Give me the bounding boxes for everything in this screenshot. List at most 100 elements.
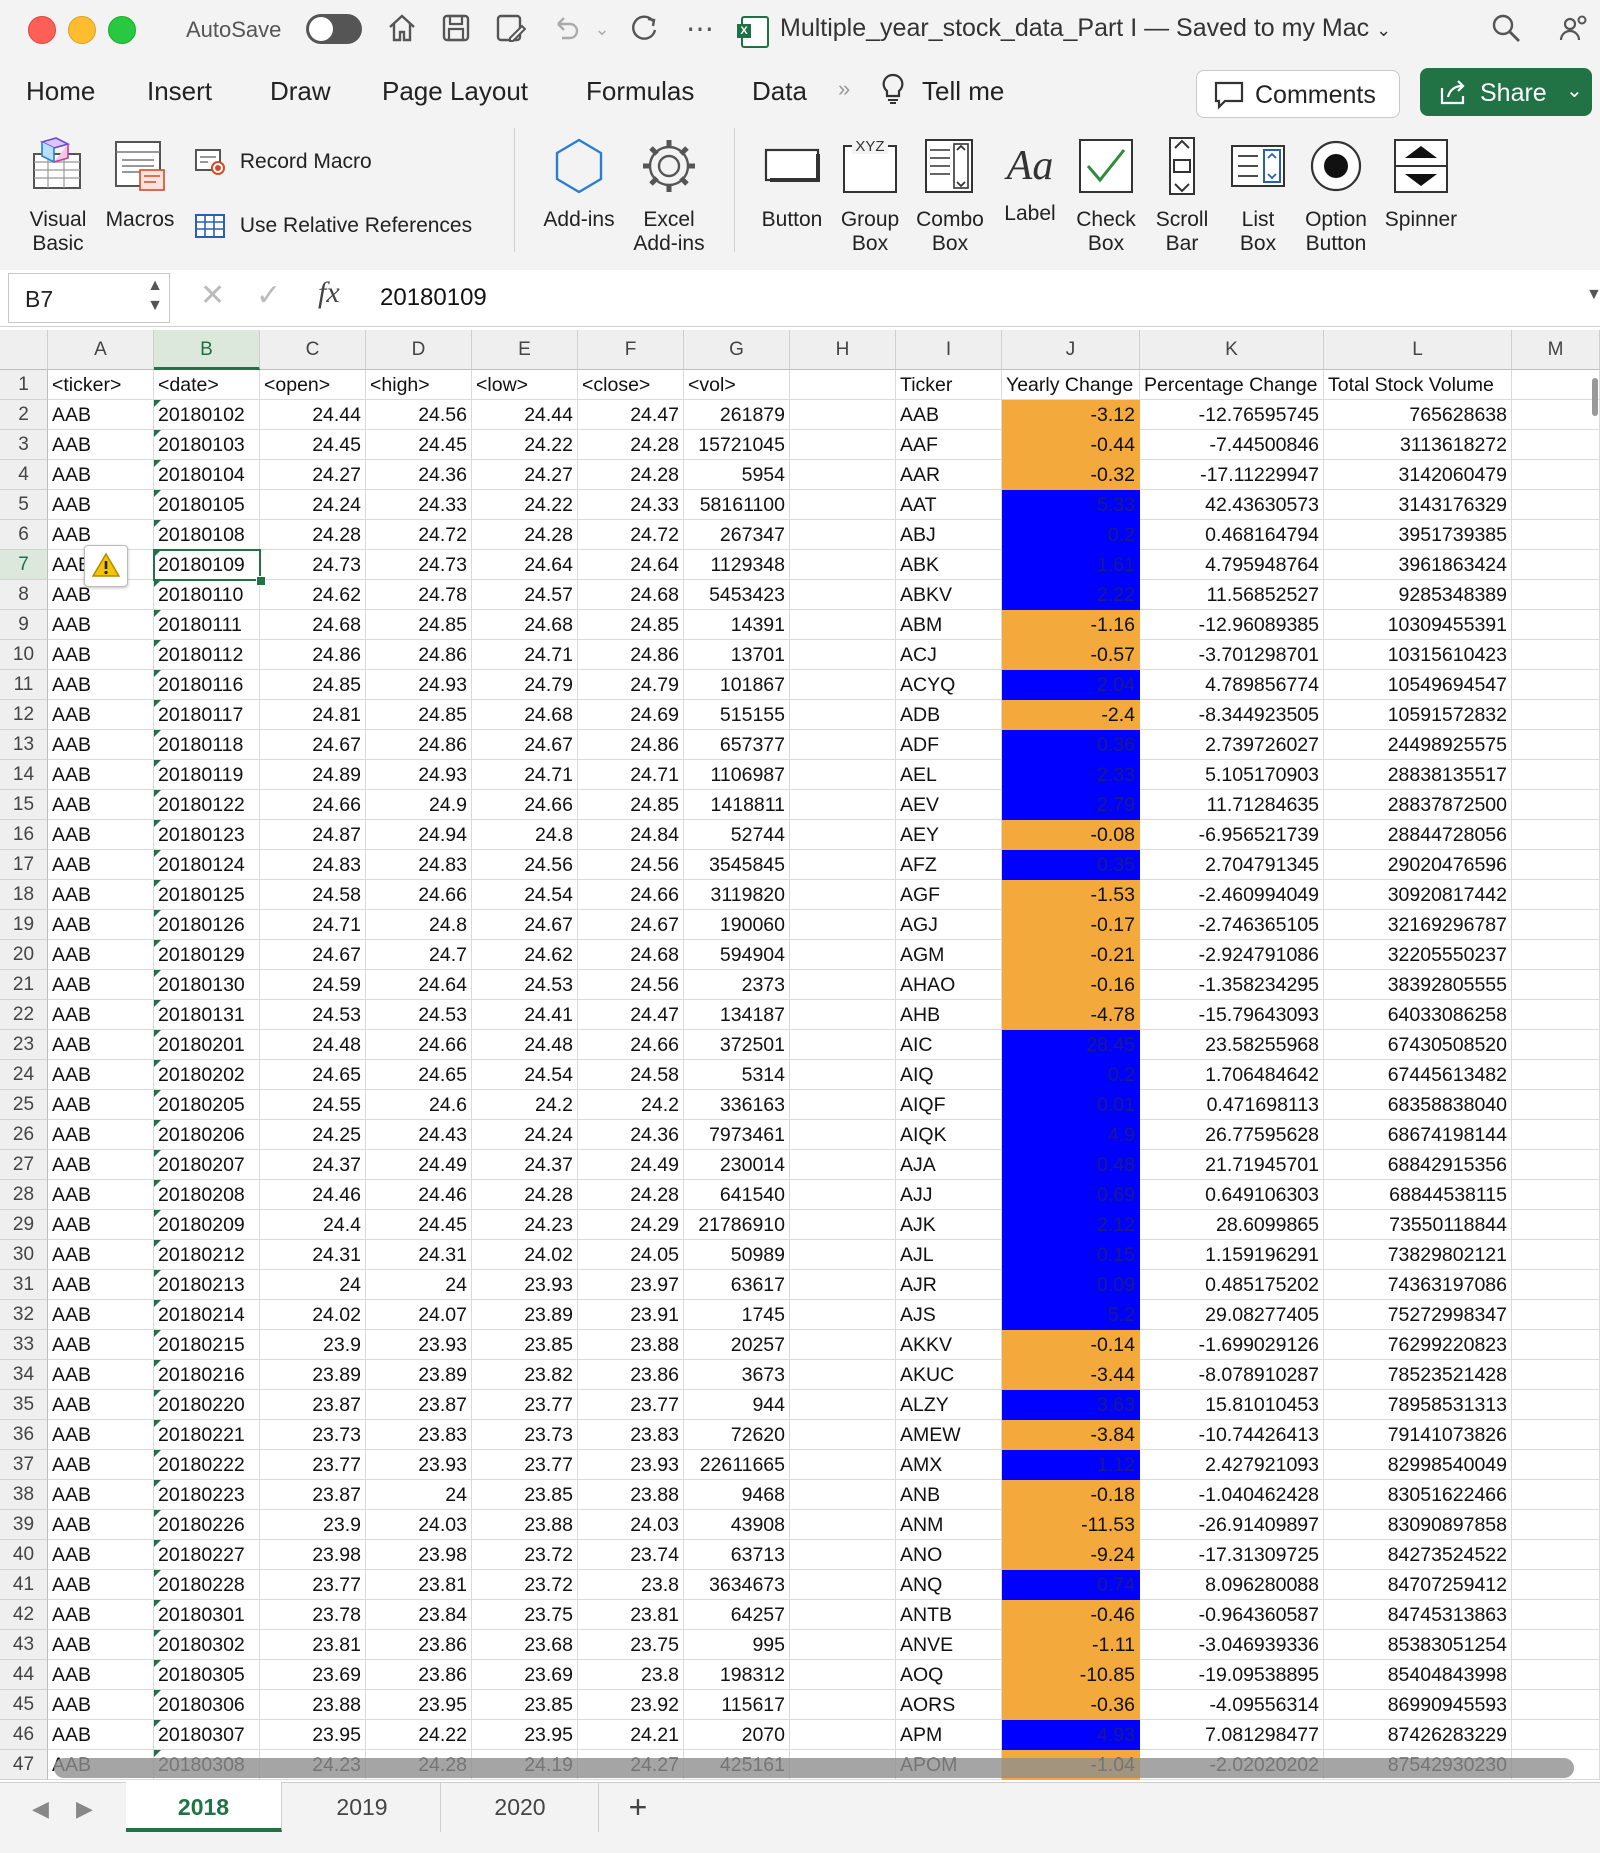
cell-g43[interactable]: 995 <box>684 1630 790 1660</box>
row-header[interactable]: 21 <box>0 970 48 1000</box>
cell-g4[interactable]: 5954 <box>684 460 790 490</box>
cell-e2[interactable]: 24.44 <box>472 400 578 430</box>
cell-k34[interactable]: -8.078910287 <box>1140 1360 1324 1390</box>
cell-h9[interactable] <box>790 610 896 640</box>
cell-f45[interactable]: 23.92 <box>578 1690 684 1720</box>
cell-k5[interactable]: 42.43630573 <box>1140 490 1324 520</box>
cell-m39[interactable] <box>1512 1510 1600 1540</box>
row-header[interactable]: 45 <box>0 1690 48 1720</box>
cell-k16[interactable]: -6.956521739 <box>1140 820 1324 850</box>
cell-l23[interactable]: 67430508520 <box>1324 1030 1512 1060</box>
cell-j30[interactable]: 0.15 <box>1002 1240 1140 1270</box>
cell-l7[interactable]: 3961863424 <box>1324 550 1512 580</box>
column-header-i[interactable]: I <box>896 330 1002 370</box>
cell-f20[interactable]: 24.68 <box>578 940 684 970</box>
row-header[interactable]: 14 <box>0 760 48 790</box>
cell-b1[interactable]: <date> <box>154 370 260 400</box>
column-header-a[interactable]: A <box>48 330 154 370</box>
sheet-tab-2019[interactable]: 2019 <box>284 1782 441 1832</box>
cell-m14[interactable] <box>1512 760 1600 790</box>
cell-j39[interactable]: -11.53 <box>1002 1510 1140 1540</box>
cell-f29[interactable]: 24.29 <box>578 1210 684 1240</box>
row-header[interactable]: 15 <box>0 790 48 820</box>
cell-m17[interactable] <box>1512 850 1600 880</box>
cell-j21[interactable]: -0.16 <box>1002 970 1140 1000</box>
cell-f8[interactable]: 24.68 <box>578 580 684 610</box>
cell-e13[interactable]: 24.67 <box>472 730 578 760</box>
cell-j9[interactable]: -1.16 <box>1002 610 1140 640</box>
cell-f9[interactable]: 24.85 <box>578 610 684 640</box>
cell-f43[interactable]: 23.75 <box>578 1630 684 1660</box>
cell-e38[interactable]: 23.85 <box>472 1480 578 1510</box>
cell-l46[interactable]: 87426283229 <box>1324 1720 1512 1750</box>
cell-a39[interactable]: AAB <box>48 1510 154 1540</box>
cell-d13[interactable]: 24.86 <box>366 730 472 760</box>
cell-m18[interactable] <box>1512 880 1600 910</box>
cell-l14[interactable]: 28838135517 <box>1324 760 1512 790</box>
cell-i27[interactable]: AJA <box>896 1150 1002 1180</box>
save-icon[interactable] <box>436 12 476 46</box>
cell-k10[interactable]: -3.701298701 <box>1140 640 1324 670</box>
cell-c44[interactable]: 23.69 <box>260 1660 366 1690</box>
more-options-icon[interactable]: ⋯ <box>686 13 714 44</box>
cell-e10[interactable]: 24.71 <box>472 640 578 670</box>
cell-d28[interactable]: 24.46 <box>366 1180 472 1210</box>
cell-i10[interactable]: ACJ <box>896 640 1002 670</box>
cell-k13[interactable]: 2.739726027 <box>1140 730 1324 760</box>
cell-j7[interactable]: 1.61 <box>1002 550 1140 580</box>
cell-h42[interactable] <box>790 1600 896 1630</box>
cell-a20[interactable]: AAB <box>48 940 154 970</box>
cell-e37[interactable]: 23.77 <box>472 1450 578 1480</box>
cell-b36[interactable]: 20180221 <box>154 1420 260 1450</box>
cell-m26[interactable] <box>1512 1120 1600 1150</box>
cell-a5[interactable]: AAB <box>48 490 154 520</box>
cell-e22[interactable]: 24.41 <box>472 1000 578 1030</box>
cell-j6[interactable]: 0.2 <box>1002 520 1140 550</box>
cell-i6[interactable]: ABJ <box>896 520 1002 550</box>
cell-e32[interactable]: 23.89 <box>472 1300 578 1330</box>
row-header[interactable]: 25 <box>0 1090 48 1120</box>
cell-l44[interactable]: 85404843998 <box>1324 1660 1512 1690</box>
list-box-control[interactable]: List Box <box>1222 136 1294 256</box>
cell-h26[interactable] <box>790 1120 896 1150</box>
horizontal-scrollbar[interactable] <box>54 1758 1574 1778</box>
cell-d4[interactable]: 24.36 <box>366 460 472 490</box>
cell-c33[interactable]: 23.9 <box>260 1330 366 1360</box>
cell-d44[interactable]: 23.86 <box>366 1660 472 1690</box>
cell-h3[interactable] <box>790 430 896 460</box>
cell-b16[interactable]: 20180123 <box>154 820 260 850</box>
cell-m41[interactable] <box>1512 1570 1600 1600</box>
cell-b14[interactable]: 20180119 <box>154 760 260 790</box>
cell-a15[interactable]: AAB <box>48 790 154 820</box>
cell-i44[interactable]: AOQ <box>896 1660 1002 1690</box>
cell-g38[interactable]: 9468 <box>684 1480 790 1510</box>
cell-k32[interactable]: 29.08277405 <box>1140 1300 1324 1330</box>
cell-l5[interactable]: 3143176329 <box>1324 490 1512 520</box>
cell-g17[interactable]: 3545845 <box>684 850 790 880</box>
tab-data[interactable]: Data <box>752 76 807 106</box>
cell-e16[interactable]: 24.8 <box>472 820 578 850</box>
cell-b27[interactable]: 20180207 <box>154 1150 260 1180</box>
cell-a29[interactable]: AAB <box>48 1210 154 1240</box>
cell-m31[interactable] <box>1512 1270 1600 1300</box>
cell-k39[interactable]: -26.91409897 <box>1140 1510 1324 1540</box>
cell-b9[interactable]: 20180111 <box>154 610 260 640</box>
cell-a13[interactable]: AAB <box>48 730 154 760</box>
cell-a33[interactable]: AAB <box>48 1330 154 1360</box>
column-header-k[interactable]: K <box>1140 330 1324 370</box>
form-button-control[interactable]: Button <box>752 136 832 232</box>
cell-g9[interactable]: 14391 <box>684 610 790 640</box>
cell-k40[interactable]: -17.31309725 <box>1140 1540 1324 1570</box>
cell-e6[interactable]: 24.28 <box>472 520 578 550</box>
cell-d10[interactable]: 24.86 <box>366 640 472 670</box>
cancel-formula-icon[interactable]: ✕ <box>200 279 226 312</box>
cell-i29[interactable]: AJK <box>896 1210 1002 1240</box>
cell-k41[interactable]: 8.096280088 <box>1140 1570 1324 1600</box>
cell-i8[interactable]: ABKV <box>896 580 1002 610</box>
row-header[interactable]: 28 <box>0 1180 48 1210</box>
cell-k8[interactable]: 11.56852527 <box>1140 580 1324 610</box>
cell-j22[interactable]: -4.78 <box>1002 1000 1140 1030</box>
cell-i36[interactable]: AMEW <box>896 1420 1002 1450</box>
cell-d18[interactable]: 24.66 <box>366 880 472 910</box>
cell-a40[interactable]: AAB <box>48 1540 154 1570</box>
